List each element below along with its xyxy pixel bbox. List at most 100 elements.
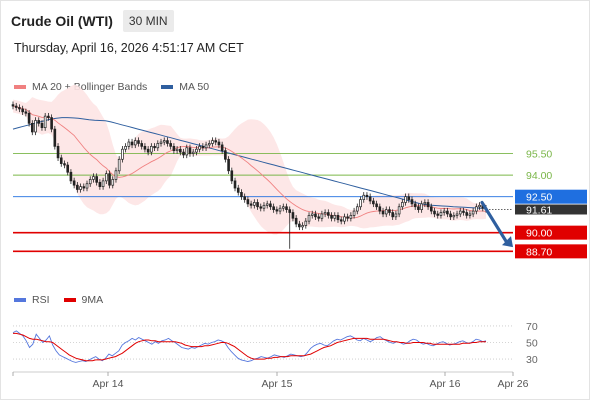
candle-body [442,210,446,213]
x-tick-label: Apr 26 [498,378,529,390]
current-price-label: 91.61 [526,204,552,216]
level-tag-88.70 [515,244,587,259]
candle-body [362,194,366,200]
candle-body [420,203,423,210]
level-tag-92.50 [515,189,587,204]
candle-body [314,213,317,218]
candle-body [307,215,311,222]
candle-body [220,144,224,152]
candle-body [394,213,398,218]
rsi-tick-50: 50 [526,338,538,350]
candle-body [410,199,414,205]
candle-body [143,145,147,150]
candle-body [24,111,28,114]
candle-body [130,141,134,146]
candle-body [372,200,375,205]
candle-body [304,220,308,226]
candle-body [85,183,89,189]
candle-body [195,148,198,153]
candle-body [185,147,189,156]
ma20-line [12,105,487,219]
candle-body [204,144,208,149]
candle-body [388,209,391,213]
candle-body [179,148,182,153]
candle-body [133,140,137,146]
x-tick-label: Apr 14 [93,378,124,390]
candle-body [111,179,115,186]
candle-body [117,158,121,172]
price-legend: MA 20 + Bollinger Bands MA 50 [14,81,209,93]
candle-body [391,212,394,218]
candle-body [301,225,304,228]
level-label-88.70: 88.70 [526,246,552,258]
candle-body [465,212,469,216]
candle-body [368,196,372,202]
candle-body [281,206,285,209]
candle-body [92,176,95,180]
candle-body [175,148,179,152]
candle-body [458,210,462,215]
projection-arrow-head [502,236,513,248]
candle-body [236,187,240,193]
candle-body [230,170,234,182]
candle-body [227,158,230,172]
candle-body [201,145,205,149]
candle-body [59,157,63,164]
candle-body [339,219,343,222]
candle-body [207,143,211,146]
candle-body [462,210,465,213]
rsi-ma-swatch [63,298,76,302]
rsi-swatch [14,298,26,302]
candle-body [355,206,359,212]
level-label-94.00: 94.00 [526,170,552,182]
candle-body [298,223,301,228]
candle-body [79,186,82,190]
candle-body [37,120,41,124]
candle-body [114,170,118,180]
candle-body [446,210,449,215]
timeframe-badge[interactable]: 30 MIN [122,10,174,32]
candle-body [159,141,163,144]
legend-rsi-ma: 9MA [81,294,104,306]
legend-ma20: MA 20 + Bollinger Bands [32,81,148,93]
candle-body [182,151,185,156]
candle-body [72,180,76,186]
candle-body [375,203,378,208]
candle-body [211,140,214,144]
candle-body [249,203,253,206]
candle-body [323,212,327,215]
current-price-tag [515,204,587,215]
candle-body [471,210,475,215]
candle-body [429,206,433,212]
candle-body [259,206,263,209]
candle-body [310,213,314,216]
candle-body [320,213,324,219]
candle-body [269,203,272,208]
level-label-95.50: 95.50 [526,149,552,161]
ma50-swatch [161,85,174,89]
candle-body [191,151,195,154]
candle-body [224,150,227,160]
rsi-tick-70: 70 [526,321,538,333]
candle-body [401,202,404,208]
candle-body [285,206,288,210]
projection-arrow-shaft [480,200,508,243]
candle-body [352,210,356,216]
candle-body [11,104,15,107]
candle-body [426,202,430,208]
candle-body [162,140,166,143]
candle-body [265,203,269,206]
candle-body [417,206,420,210]
candle-body [291,212,295,219]
candle-body [240,192,243,198]
level-tag-90.00 [515,225,587,240]
candle-body [449,213,452,218]
candle-body [365,194,369,198]
candle-body [439,212,443,216]
candle-body [146,148,150,153]
candle-body [359,199,362,208]
legend-rsi: RSI [32,294,50,306]
candle-body [288,209,292,213]
